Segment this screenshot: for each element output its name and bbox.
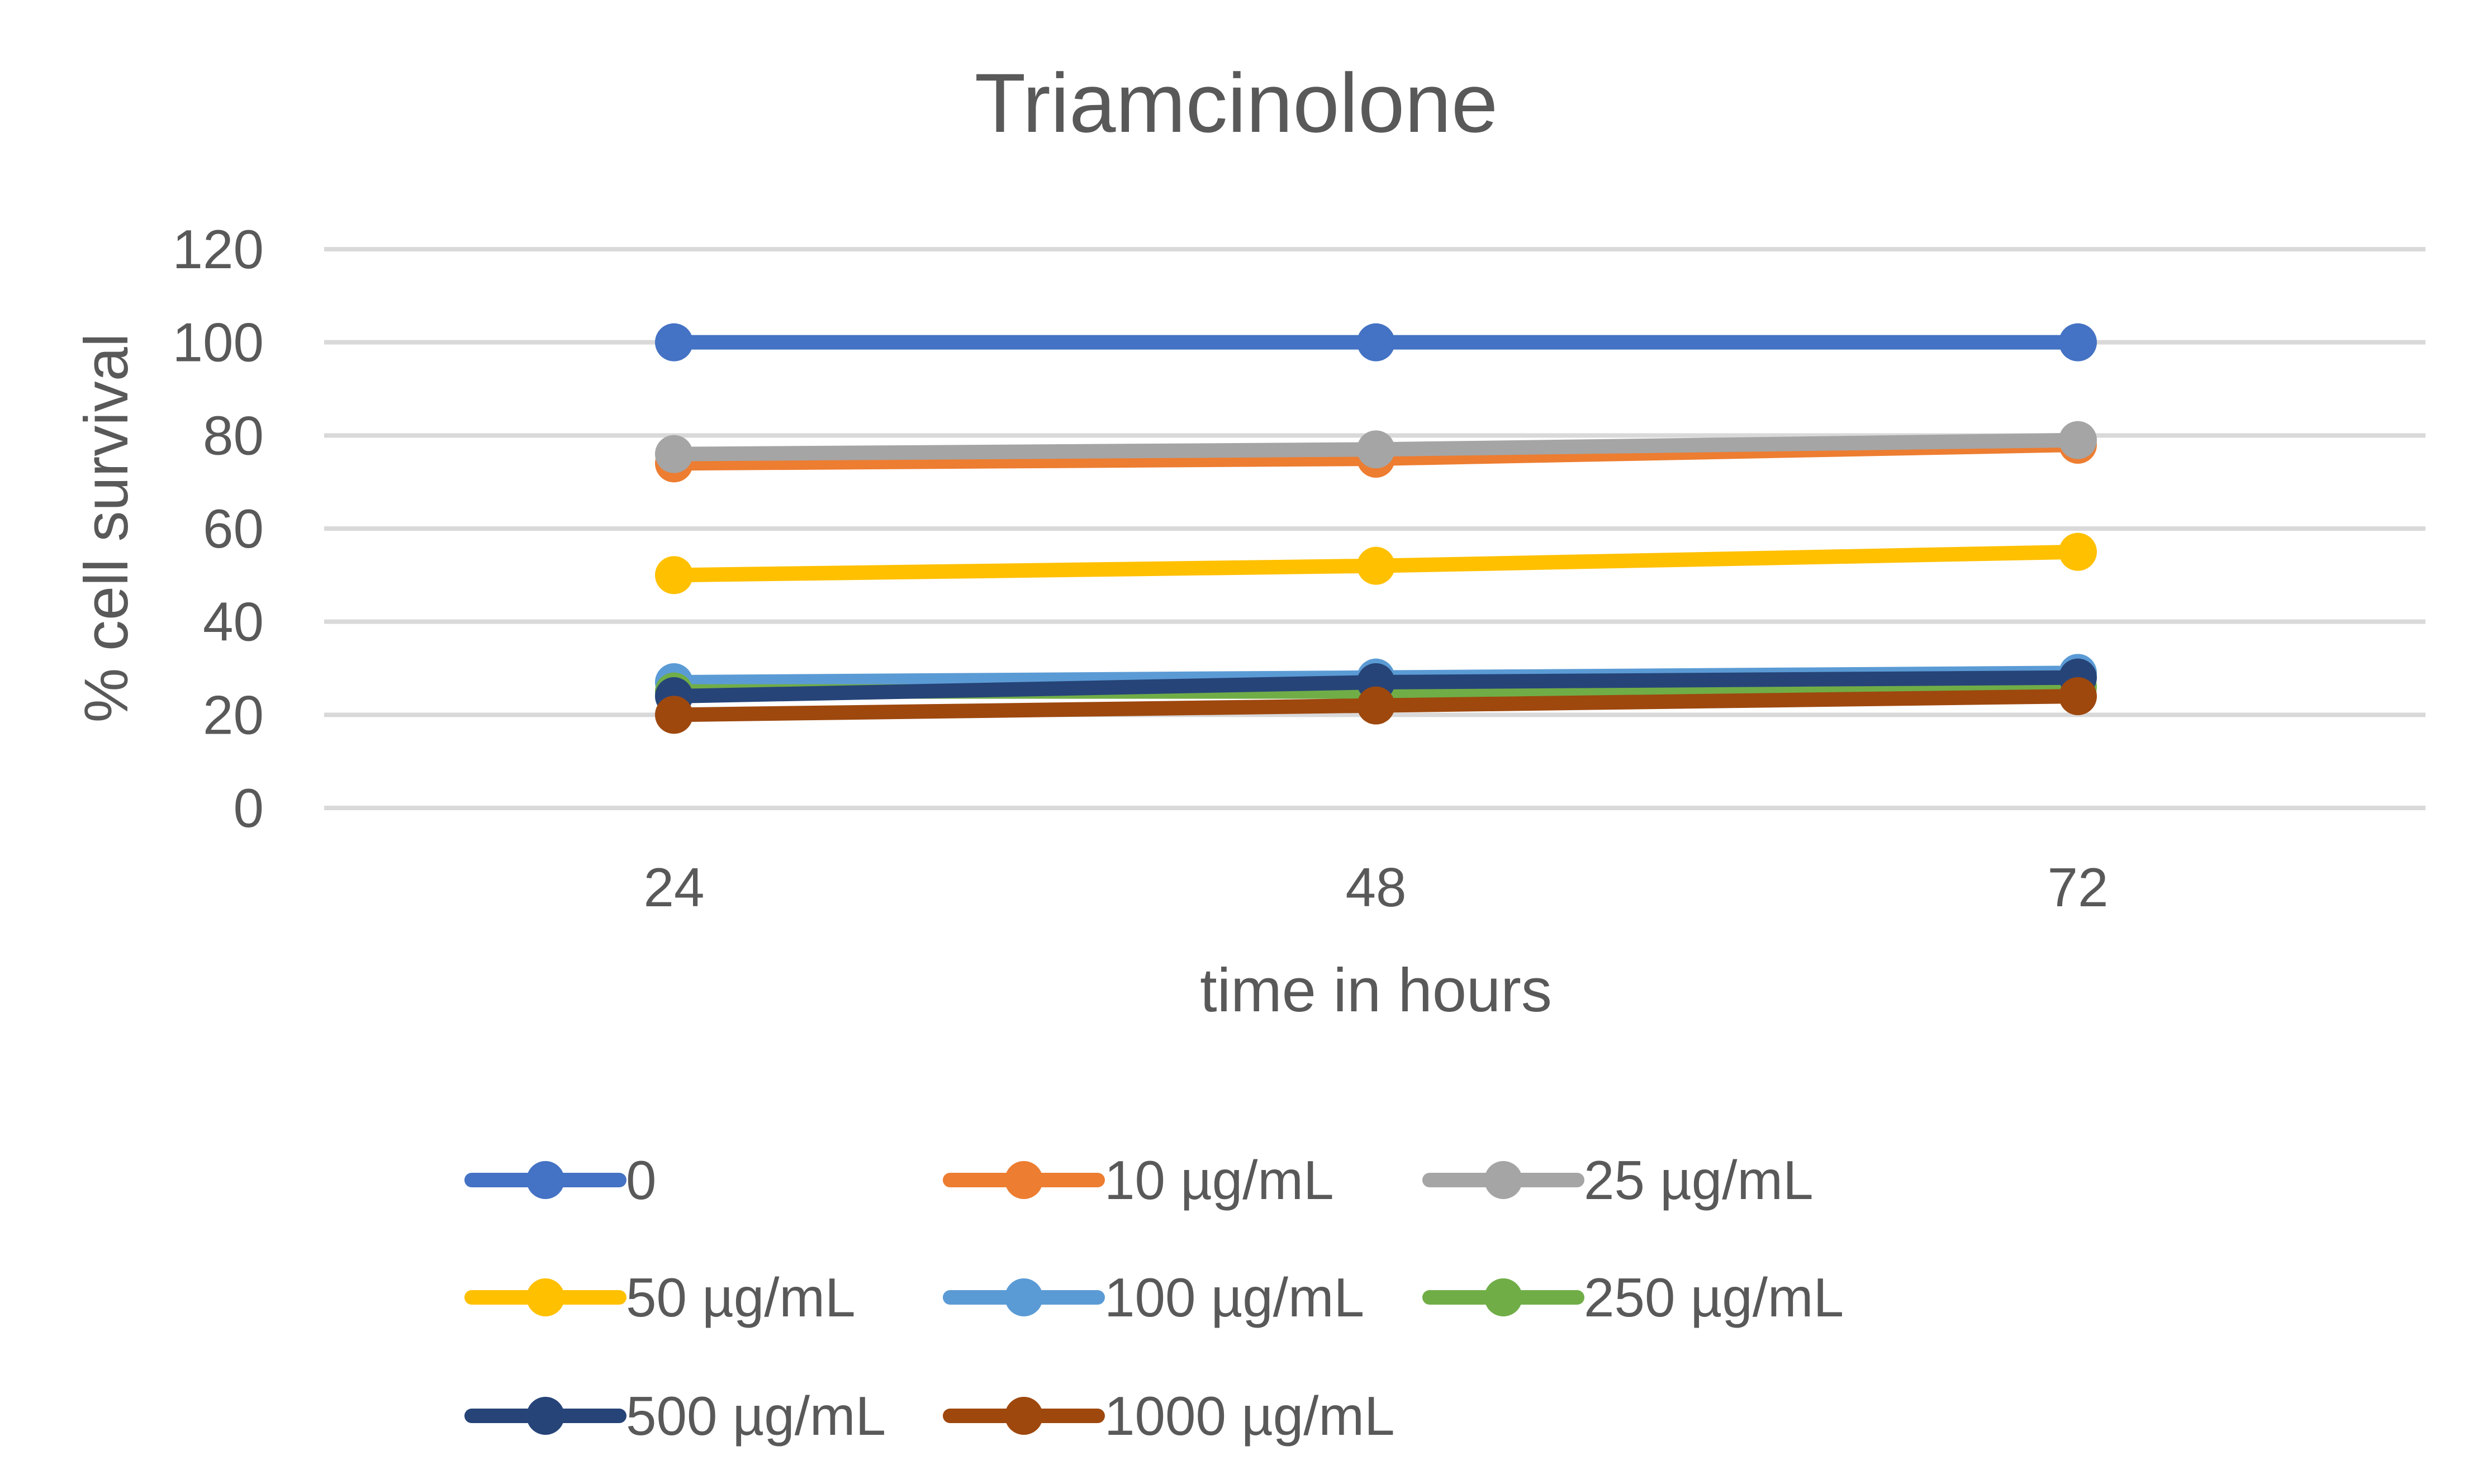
chart-title: Triamcinolone [975, 56, 1498, 150]
legend-item: 10 µg/mL [943, 1149, 1334, 1211]
x-axis-ticks: 24 48 72 [643, 857, 2108, 918]
y-axis-title: % cell survival [72, 334, 141, 723]
legend-item: 100 µg/mL [943, 1267, 1364, 1328]
legend-item: 25 µg/mL [1422, 1149, 1814, 1211]
data-point [1357, 546, 1395, 585]
y-axis-ticks: 0 20 40 60 80 100 120 [172, 218, 264, 839]
legend-swatch-marker [1005, 1278, 1043, 1316]
data-point [655, 696, 693, 734]
legend-swatch-marker [1005, 1161, 1043, 1199]
series-2 [655, 421, 2097, 473]
legend-label: 50 µg/mL [626, 1267, 856, 1328]
data-point [655, 323, 693, 362]
legend-swatch-marker [1005, 1397, 1043, 1435]
y-tick-label: 20 [203, 684, 264, 745]
legend-swatch-marker [526, 1278, 564, 1316]
series-7 [655, 677, 2097, 734]
series-3 [655, 532, 2097, 594]
series-layer [655, 323, 2097, 734]
x-tick-label: 72 [2047, 857, 2108, 918]
legend-item: 500 µg/mL [464, 1385, 886, 1447]
legend-label: 25 µg/mL [1584, 1149, 1814, 1211]
x-axis-title: time in hours [1200, 956, 1552, 1025]
y-tick-label: 120 [172, 218, 264, 280]
data-point [1357, 686, 1395, 725]
y-tick-label: 80 [203, 405, 264, 466]
legend-swatch-marker [526, 1397, 564, 1435]
data-point [1357, 323, 1395, 362]
data-point [655, 556, 693, 594]
legend-swatch-marker [1484, 1278, 1522, 1316]
data-point [1357, 430, 1395, 469]
data-point [2059, 677, 2097, 715]
legend-label: 500 µg/mL [626, 1385, 886, 1447]
data-point [2059, 532, 2097, 571]
legend-label: 1000 µg/mL [1104, 1385, 1395, 1447]
legend-label: 250 µg/mL [1584, 1267, 1844, 1328]
legend-label: 10 µg/mL [1104, 1149, 1334, 1211]
y-tick-label: 0 [233, 777, 264, 839]
legend-item: 1000 µg/mL [943, 1385, 1395, 1447]
y-tick-label: 100 [172, 312, 264, 373]
legend-label: 0 [626, 1149, 657, 1211]
legend-label: 100 µg/mL [1104, 1267, 1364, 1328]
x-tick-label: 24 [643, 857, 704, 918]
legend-swatch-marker [526, 1161, 564, 1199]
data-point [655, 435, 693, 473]
legend-swatch-marker [1484, 1161, 1522, 1199]
legend-item: 0 [464, 1149, 657, 1211]
y-tick-label: 40 [203, 591, 264, 653]
data-point [2059, 421, 2097, 459]
legend-item: 250 µg/mL [1422, 1267, 1844, 1328]
y-tick-label: 60 [203, 498, 264, 559]
legend: 0 10 µg/mL 25 µg/mL 50 µg/mL 100 µg/mL 250 µg… [464, 1149, 1844, 1447]
x-tick-label: 48 [1345, 857, 1406, 918]
series-0 [655, 323, 2097, 362]
data-point [2059, 323, 2097, 362]
legend-item: 50 µg/mL [464, 1267, 856, 1328]
